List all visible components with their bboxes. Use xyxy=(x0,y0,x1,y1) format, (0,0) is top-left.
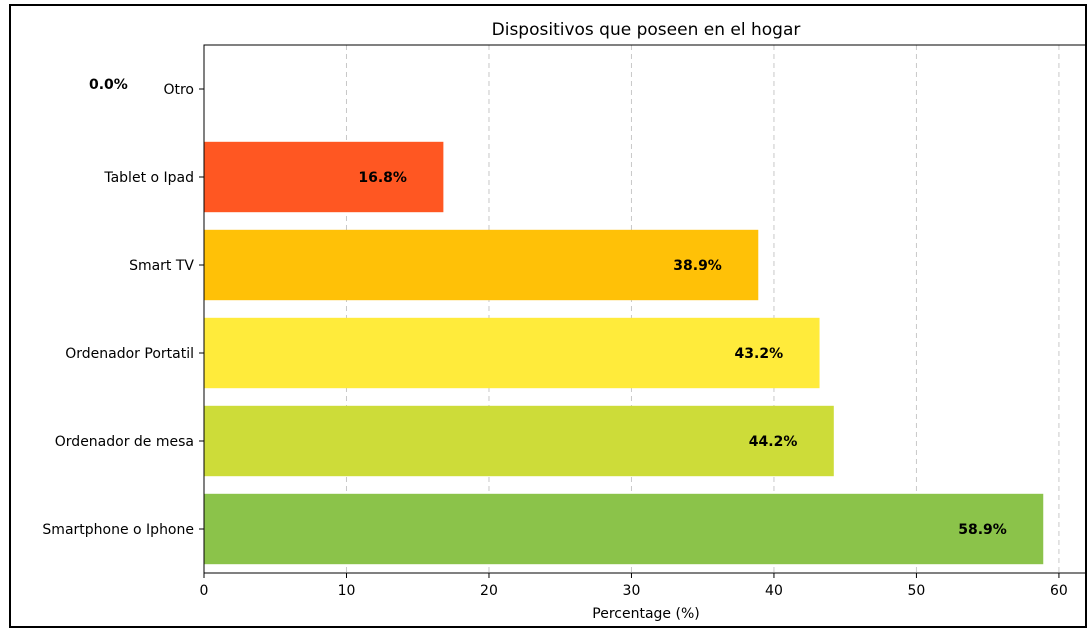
data-label: 44.2% xyxy=(749,434,798,450)
data-label: 43.2% xyxy=(735,346,784,362)
x-tick-label: 30 xyxy=(623,583,641,599)
grid-lines xyxy=(345,45,1060,573)
x-tick-label: 20 xyxy=(480,583,498,599)
data-label: 16.8% xyxy=(358,170,407,186)
bar xyxy=(204,493,1044,565)
bars xyxy=(204,141,1044,565)
y-tick-label: Ordenador de mesa xyxy=(55,434,194,450)
bar xyxy=(204,141,444,213)
bar xyxy=(204,317,820,389)
y-tick-label: Tablet o Ipad xyxy=(103,170,194,186)
data-label: 38.9% xyxy=(673,258,722,274)
y-tick-labels: Otro Tablet o Ipad Smart TV Ordenador Porta… xyxy=(42,82,204,538)
bar xyxy=(204,229,759,301)
data-label: 58.9% xyxy=(958,522,1007,538)
x-tick-label: 0 xyxy=(200,583,209,599)
x-tick-label: 10 xyxy=(338,583,356,599)
chart-title: Dispositivos que poseen en el hogar xyxy=(492,20,801,40)
x-tick-label: 50 xyxy=(908,583,926,599)
data-labels: 0.0% 16.8% 38.9% 43.2% 44.2% 58.9% xyxy=(89,77,1007,538)
data-label: 0.0% xyxy=(89,77,128,93)
x-tick-labels: 0 10 20 30 40 50 60 xyxy=(200,573,1068,599)
x-tick-label: 60 xyxy=(1050,583,1068,599)
plot-area xyxy=(203,44,1087,574)
x-tick-label: 40 xyxy=(765,583,783,599)
y-tick-label: Smartphone o Iphone xyxy=(42,522,194,538)
x-axis-label: Percentage (%) xyxy=(592,606,699,622)
y-tick-label: Otro xyxy=(163,82,194,98)
y-tick-label: Smart TV xyxy=(129,258,194,274)
y-tick-label: Ordenador Portatil xyxy=(65,346,194,362)
bar xyxy=(204,405,834,477)
